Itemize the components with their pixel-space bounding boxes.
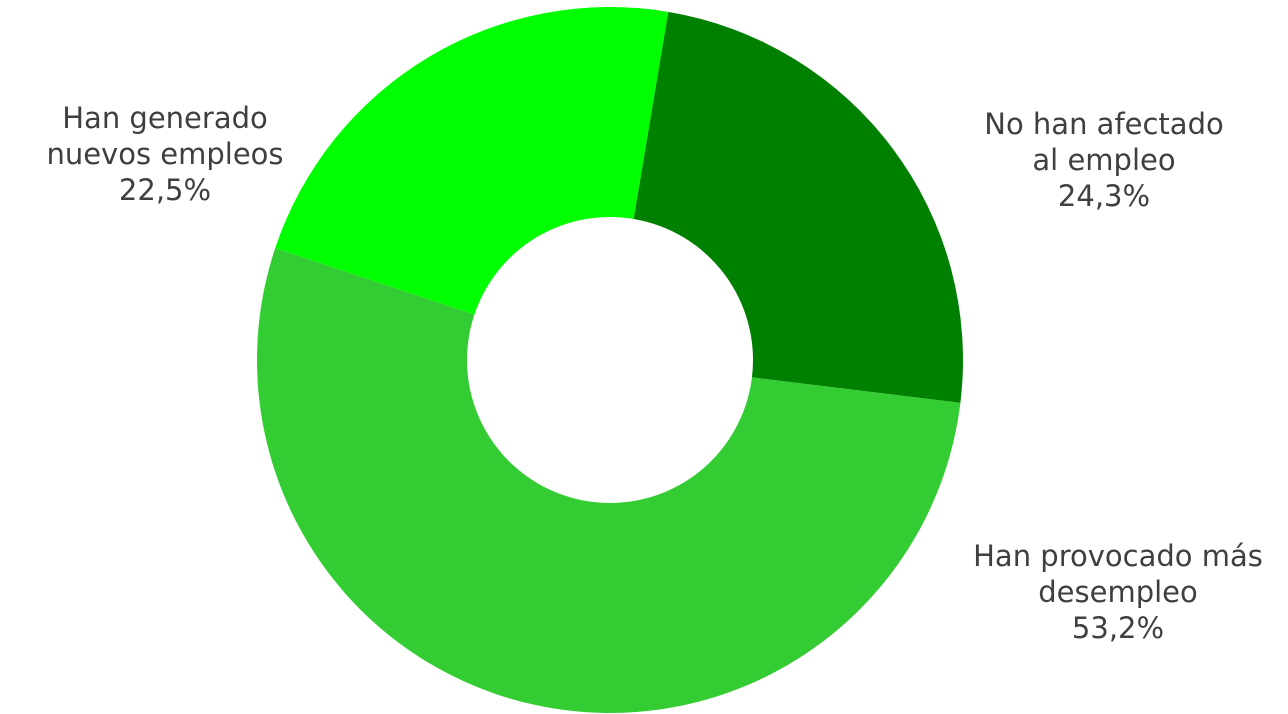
slice-label-mas-desempleo: Han provocado más desempleo 53,2%: [952, 538, 1284, 646]
slice-label-line: nuevos empleos: [46, 137, 284, 171]
slice-value-label: 53,2%: [1071, 611, 1165, 645]
slice-mas-desempleo: [256, 247, 961, 713]
slice-value-label: 22,5%: [118, 173, 212, 207]
slice-label-line: Han generado: [62, 101, 268, 135]
slice-nuevos-empleos: [275, 7, 669, 315]
slice-label-line: al empleo: [1032, 143, 1176, 177]
slice-label-line: No han afectado: [984, 107, 1224, 141]
slice-value-label: 24,3%: [1057, 179, 1151, 213]
slice-label-nuevos-empleos: Han generado nuevos empleos 22,5%: [20, 100, 310, 208]
slice-label-line: desempleo: [1038, 575, 1198, 609]
slice-no-afectado: [633, 11, 963, 403]
slice-label-no-afectado: No han afectado al empleo 24,3%: [964, 106, 1244, 214]
slice-label-line: Han provocado más: [973, 539, 1263, 573]
